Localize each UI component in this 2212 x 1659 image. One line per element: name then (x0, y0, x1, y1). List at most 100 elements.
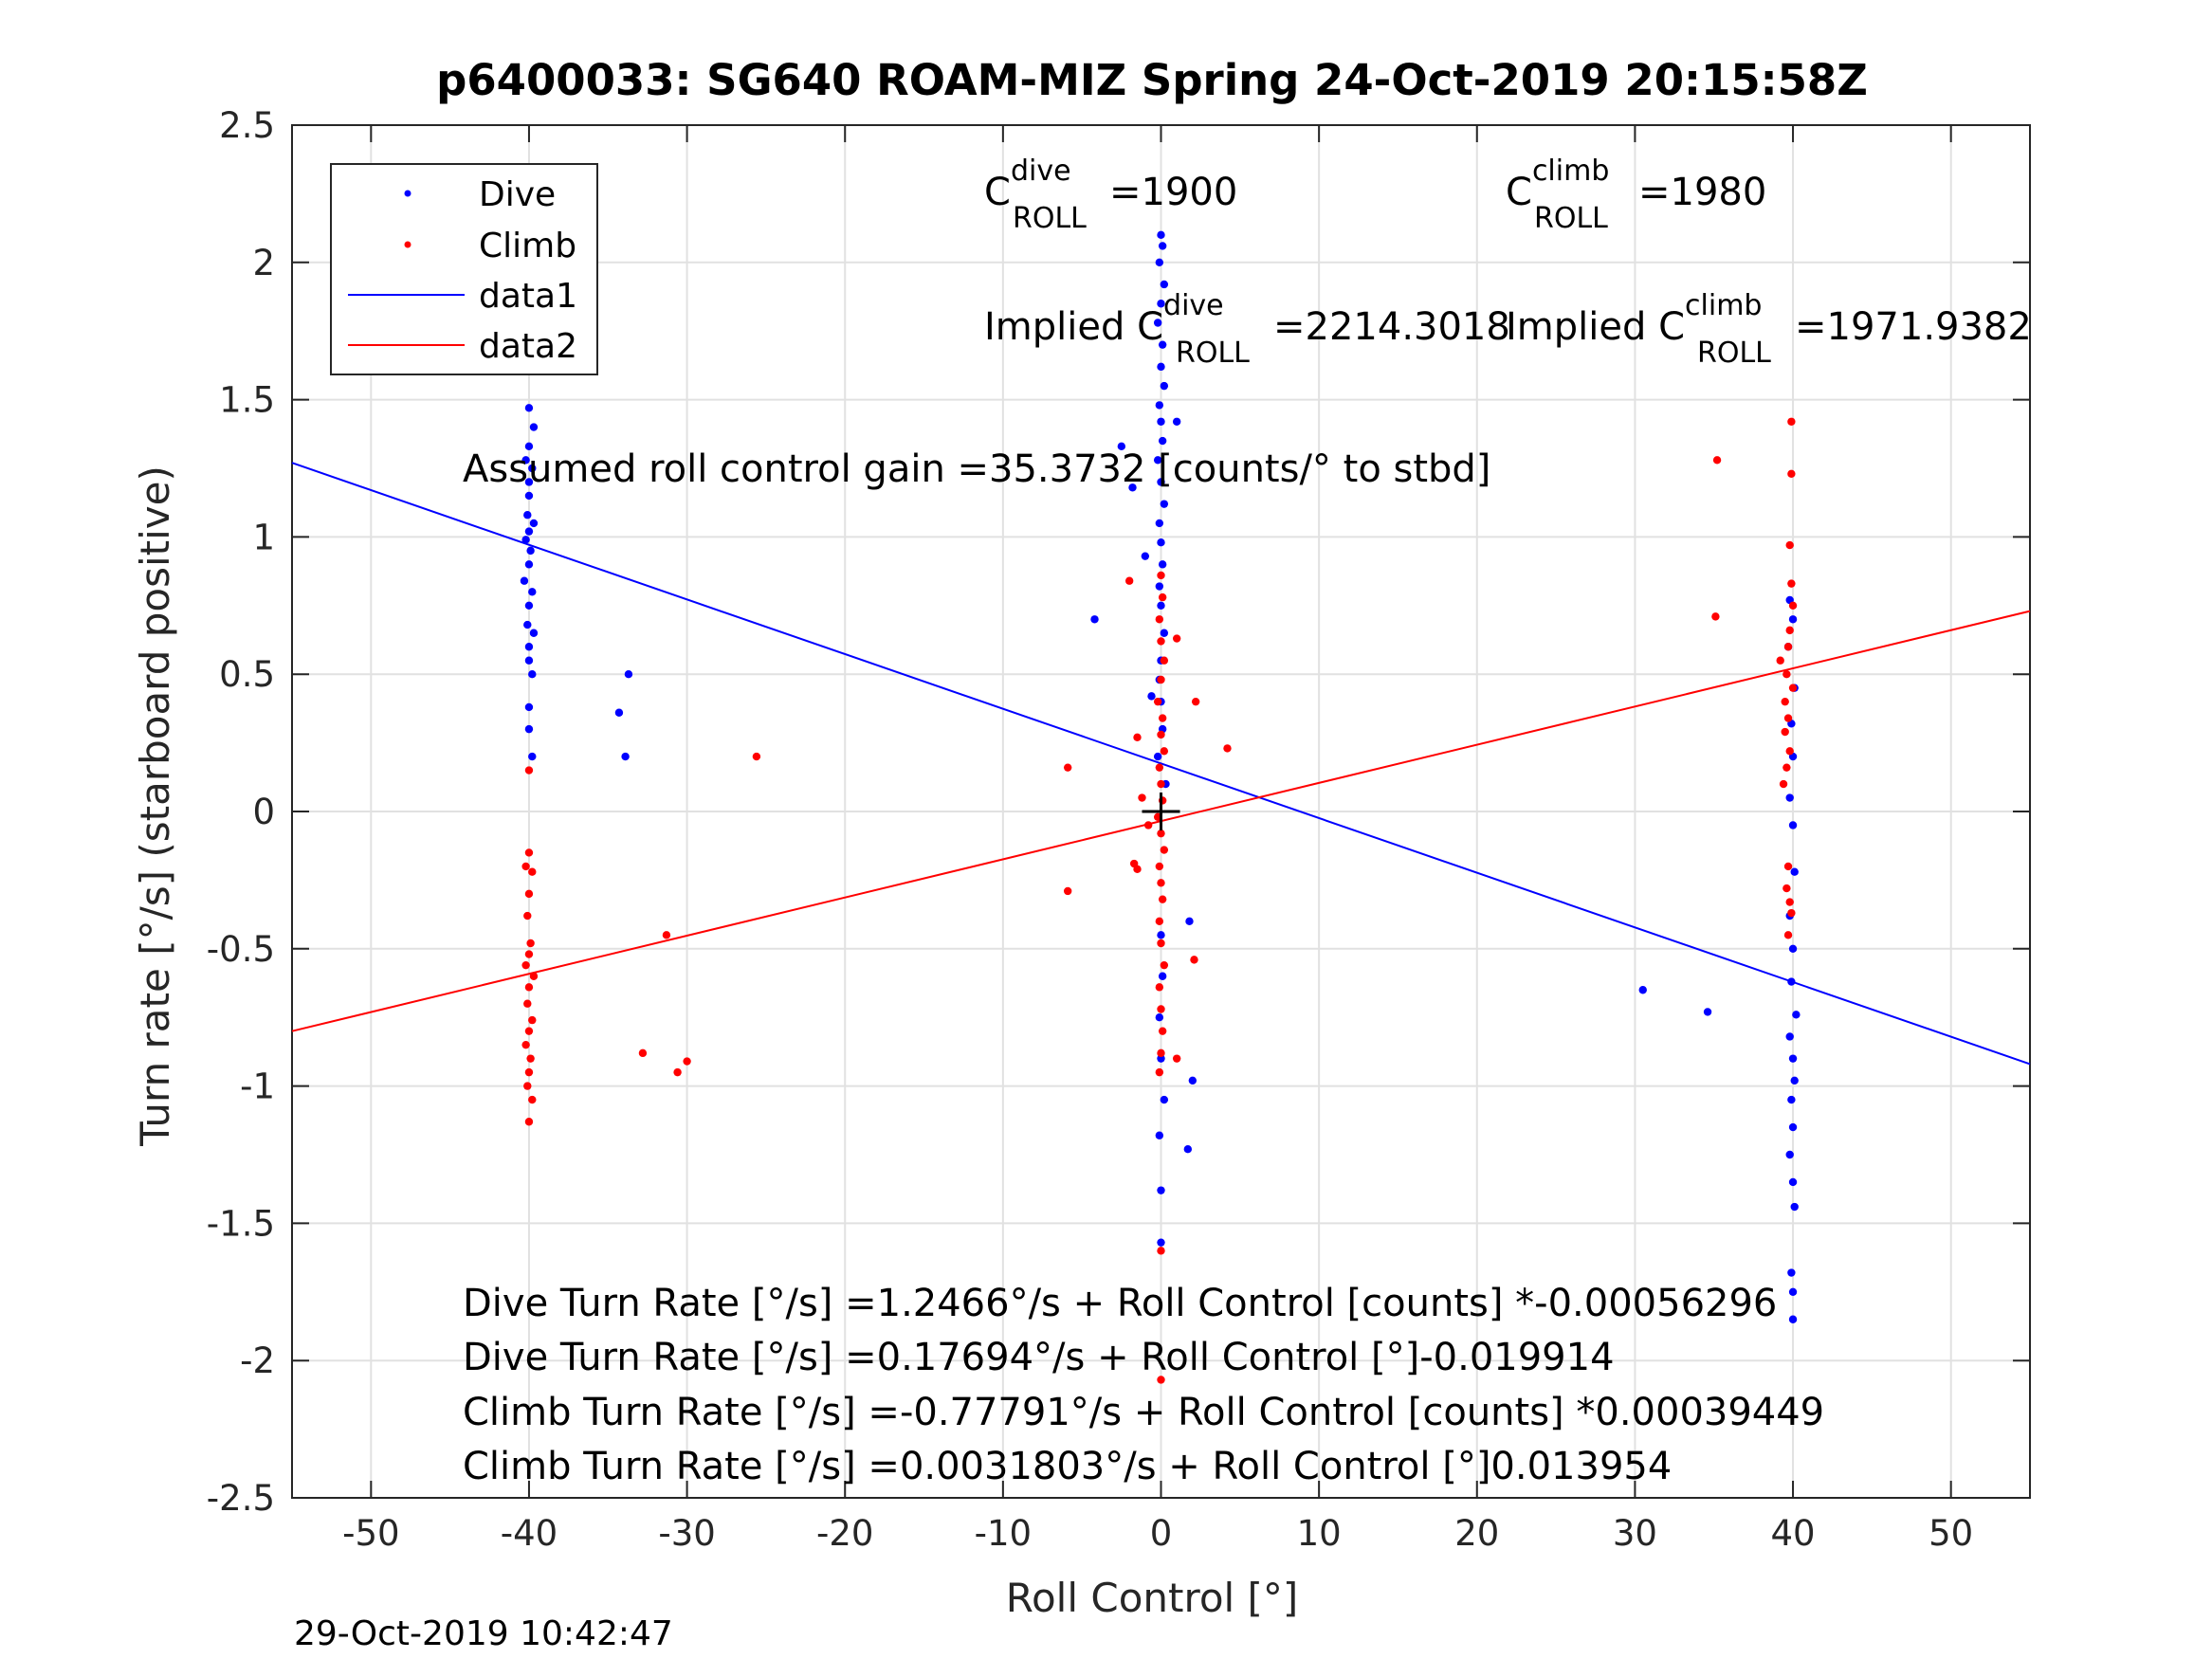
point-climb (1785, 898, 1794, 906)
point-climb (1157, 571, 1165, 580)
annotation-implied-climb: Implied Cclimb ROLL=1971.9382 (1506, 289, 2032, 370)
point-dive (524, 404, 534, 412)
point-dive (1787, 1268, 1796, 1277)
point-climb (1155, 1067, 1164, 1077)
point-dive (1090, 615, 1099, 624)
point-climb (1783, 643, 1793, 651)
point-dive (1153, 319, 1162, 327)
point-climb (1783, 862, 1793, 871)
y-tick-label: -1 (240, 1066, 275, 1107)
point-climb (1787, 417, 1796, 426)
point-dive (528, 588, 537, 596)
legend-box (330, 163, 598, 375)
point-climb (662, 931, 671, 939)
point-dive (1158, 972, 1167, 980)
point-dive (1157, 601, 1165, 610)
point-dive (624, 670, 633, 679)
point-dive (524, 478, 534, 486)
point-dive (1788, 1054, 1798, 1063)
y-tick-label: 0.5 (219, 654, 275, 695)
annotation-equation-1: Dive Turn Rate [°/s] =1.2466°/s + Roll C… (463, 1282, 1777, 1325)
point-dive (524, 724, 534, 734)
y-tick-label: -2 (240, 1340, 275, 1381)
point-dive (1157, 362, 1165, 372)
point-climb (1155, 983, 1164, 992)
point-dive (1160, 1095, 1169, 1104)
legend-label-data1: data1 (479, 277, 577, 316)
y-tick-label: 1 (252, 517, 275, 557)
point-climb (1785, 626, 1794, 635)
point-dive (1703, 1008, 1712, 1016)
point-dive (1153, 456, 1162, 465)
point-dive (1147, 692, 1156, 701)
point-climb (1157, 1005, 1165, 1013)
point-climb (521, 1040, 530, 1049)
point-dive (1157, 538, 1165, 547)
point-dive (1792, 1011, 1801, 1019)
point-climb (1160, 656, 1169, 665)
point-dive (524, 643, 534, 651)
point-dive (1155, 519, 1164, 528)
point-dive (1155, 258, 1164, 266)
point-climb (524, 889, 534, 899)
point-climb (1133, 865, 1142, 874)
point-dive (1157, 1054, 1165, 1063)
y-tick-label: -1.5 (207, 1203, 275, 1244)
point-climb (523, 911, 532, 921)
point-dive (1141, 552, 1150, 560)
point-dive (1787, 1095, 1796, 1104)
point-climb (526, 1054, 535, 1063)
point-climb (1160, 747, 1169, 756)
point-dive (1788, 1287, 1798, 1297)
point-climb (1711, 612, 1720, 621)
axis-ticks (292, 124, 2030, 1499)
point-climb (1785, 540, 1794, 550)
annotation-gain: Assumed roll control gain =35.3732 [coun… (463, 447, 1490, 491)
point-climb (1191, 697, 1200, 706)
point-dive (1157, 300, 1165, 308)
point-dive (1788, 944, 1798, 953)
point-dive (523, 511, 532, 520)
point-dive (1788, 1177, 1798, 1187)
point-dive (528, 464, 537, 473)
point-climb (1712, 456, 1722, 465)
point-climb (1787, 469, 1796, 478)
point-dive (1157, 478, 1165, 486)
legend-marker-climb (404, 241, 411, 248)
point-climb (1787, 908, 1796, 918)
x-tick-label: -20 (816, 1513, 873, 1554)
point-dive (1172, 417, 1181, 426)
y-tick-label: -0.5 (207, 929, 275, 970)
point-climb (1155, 615, 1164, 624)
point-climb (524, 766, 534, 775)
point-dive (529, 423, 539, 431)
annotation-c-dive: Cdive ROLL=1900 (984, 155, 1237, 235)
point-dive (1153, 752, 1162, 761)
point-climb (1157, 1376, 1165, 1384)
point-dive (621, 752, 630, 761)
point-climb (1138, 793, 1146, 802)
point-dive (1155, 1013, 1164, 1022)
legend-marker-dive (404, 190, 411, 197)
point-climb (529, 972, 539, 980)
point-dive (523, 620, 532, 629)
point-dive (528, 752, 537, 761)
point-climb (524, 848, 534, 857)
point-climb (1783, 931, 1793, 939)
x-tick-labels: -50 -40 -30 -20 -10 0 10 20 30 40 50 (342, 1513, 1973, 1554)
point-climb (1781, 697, 1789, 706)
point-climb (1063, 886, 1072, 896)
x-tick-label: 20 (1454, 1513, 1499, 1554)
point-dive (524, 560, 534, 569)
point-dive (1157, 931, 1165, 939)
point-dive (524, 656, 534, 665)
point-climb (1158, 1027, 1167, 1035)
point-dive (1128, 483, 1137, 492)
point-climb (1785, 747, 1794, 756)
point-climb (1190, 956, 1198, 964)
y-tick-label: 2 (252, 243, 275, 283)
point-climb (521, 960, 530, 970)
point-dive (1788, 821, 1798, 830)
point-dive (1157, 417, 1165, 426)
